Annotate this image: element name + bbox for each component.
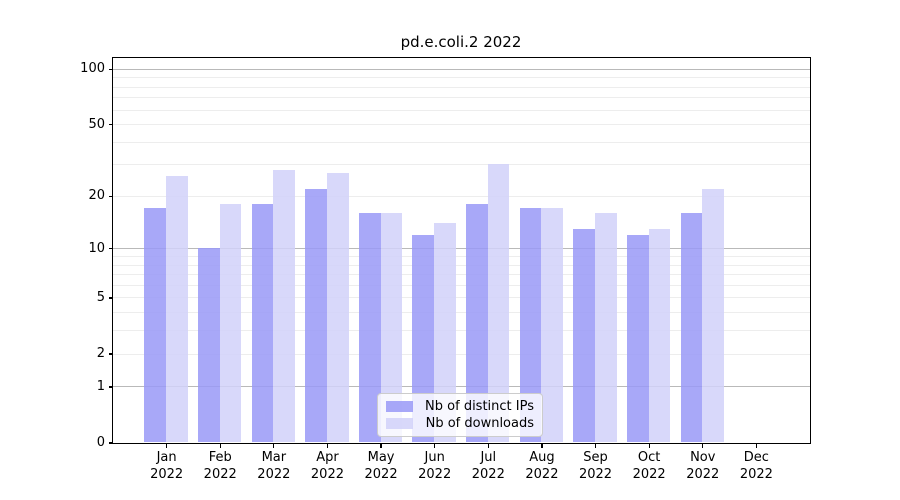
bar-downloads-aug bbox=[541, 208, 564, 443]
bar-downloads-apr bbox=[326, 172, 349, 443]
bar-distinct-ips-jul bbox=[466, 204, 488, 443]
bar-distinct-ips-oct bbox=[626, 234, 649, 443]
y-tick-label: 1 bbox=[96, 378, 105, 394]
bar-downloads-nov bbox=[702, 188, 724, 443]
bar-downloads-feb bbox=[219, 204, 242, 443]
y-tick-mark bbox=[108, 386, 113, 388]
legend: Nb of distinct IPs Nb of downloads bbox=[377, 393, 543, 437]
x-tick-label: Apr 2022 bbox=[310, 450, 344, 482]
gridline-major bbox=[112, 68, 810, 70]
legend-item-downloads: Nb of downloads bbox=[386, 415, 534, 432]
gridline-minor bbox=[112, 164, 810, 166]
y-tick-label: 100 bbox=[80, 61, 105, 77]
bar-downloads-may bbox=[380, 213, 403, 443]
x-tick-label: Jul 2022 bbox=[471, 450, 505, 482]
bar-distinct-ips-jun bbox=[412, 234, 435, 443]
bar-downloads-jun bbox=[434, 223, 456, 443]
x-tick-label: Sep 2022 bbox=[578, 450, 613, 482]
gridline-minor bbox=[112, 141, 810, 143]
plot-area bbox=[111, 56, 811, 444]
gridline-minor bbox=[112, 77, 810, 79]
gridline-major bbox=[112, 386, 810, 388]
x-tick-mark bbox=[219, 443, 221, 448]
x-tick-mark bbox=[594, 443, 597, 448]
bar-distinct-ips-feb bbox=[198, 248, 220, 443]
gridline-minor bbox=[112, 330, 810, 332]
bar-distinct-ips-aug bbox=[519, 208, 542, 443]
legend-item-distinct-ips: Nb of distinct IPs bbox=[386, 398, 534, 415]
legend-swatch-downloads bbox=[386, 418, 413, 429]
gridline-minor bbox=[112, 256, 810, 257]
x-tick-mark bbox=[165, 443, 168, 448]
x-tick-mark bbox=[434, 443, 436, 448]
x-tick-label: Aug 2022 bbox=[525, 450, 559, 482]
bar-downloads-sep bbox=[595, 213, 617, 443]
gridline-minor bbox=[112, 297, 810, 299]
x-tick-mark bbox=[648, 443, 650, 448]
y-tick-mark bbox=[108, 248, 113, 250]
y-tick-mark bbox=[108, 123, 113, 126]
x-tick-mark bbox=[541, 443, 543, 448]
legend-swatch-distinct-ips bbox=[386, 401, 413, 412]
gridline-major bbox=[112, 248, 810, 250]
x-tick-label: Dec 2022 bbox=[739, 450, 773, 482]
y-tick-mark bbox=[108, 442, 113, 444]
bar-distinct-ips-nov bbox=[680, 213, 703, 443]
y-tick-label: 10 bbox=[88, 240, 105, 256]
x-tick-label: Feb 2022 bbox=[203, 450, 237, 482]
chart-title: pd.e.coli.2 2022 bbox=[400, 33, 522, 51]
bar-distinct-ips-may bbox=[358, 213, 381, 443]
gridline-minor bbox=[112, 195, 810, 197]
y-tick-mark bbox=[108, 297, 113, 299]
bar-downloads-jul bbox=[487, 164, 510, 443]
gridline-minor bbox=[112, 109, 810, 111]
gridline-minor bbox=[112, 274, 810, 276]
bar-distinct-ips-jan bbox=[144, 208, 167, 443]
gridline-minor bbox=[112, 264, 810, 266]
bar-distinct-ips-mar bbox=[251, 204, 274, 443]
y-tick-mark bbox=[108, 353, 113, 355]
bar-downloads-mar bbox=[273, 169, 296, 443]
legend-label-distinct-ips: Nb of distinct IPs bbox=[425, 399, 534, 414]
x-tick-mark bbox=[380, 443, 382, 448]
x-tick-mark bbox=[755, 443, 758, 448]
gridline-minor bbox=[112, 312, 810, 314]
x-tick-mark bbox=[326, 443, 329, 448]
x-tick-label: May 2022 bbox=[364, 450, 398, 482]
legend-label-downloads: Nb of downloads bbox=[425, 416, 534, 431]
y-tick-mark bbox=[108, 68, 113, 70]
x-tick-label: Nov 2022 bbox=[686, 450, 720, 482]
bar-distinct-ips-sep bbox=[573, 228, 596, 443]
x-tick-label: Oct 2022 bbox=[632, 450, 666, 482]
bar-downloads-jan bbox=[166, 175, 188, 443]
y-tick-label: 5 bbox=[96, 289, 105, 305]
gridline-minor bbox=[112, 284, 810, 286]
x-tick-mark bbox=[273, 443, 275, 448]
y-tick-label: 0 bbox=[96, 435, 105, 450]
gridline-minor bbox=[112, 97, 810, 99]
y-tick-label: 20 bbox=[88, 188, 105, 204]
y-tick-mark bbox=[108, 195, 113, 198]
x-tick-label: Jun 2022 bbox=[418, 450, 452, 482]
x-tick-label: Mar 2022 bbox=[257, 450, 291, 482]
gridline-minor bbox=[112, 353, 810, 355]
x-tick-mark bbox=[487, 443, 489, 448]
x-tick-mark bbox=[702, 443, 704, 448]
y-tick-label: 2 bbox=[96, 346, 105, 362]
bar-distinct-ips-apr bbox=[305, 188, 327, 443]
gridline-minor bbox=[112, 86, 810, 88]
bar-downloads-oct bbox=[648, 228, 671, 443]
gridline-minor bbox=[112, 124, 810, 126]
y-tick-label: 50 bbox=[88, 116, 105, 132]
x-tick-label: Jan 2022 bbox=[150, 450, 184, 482]
